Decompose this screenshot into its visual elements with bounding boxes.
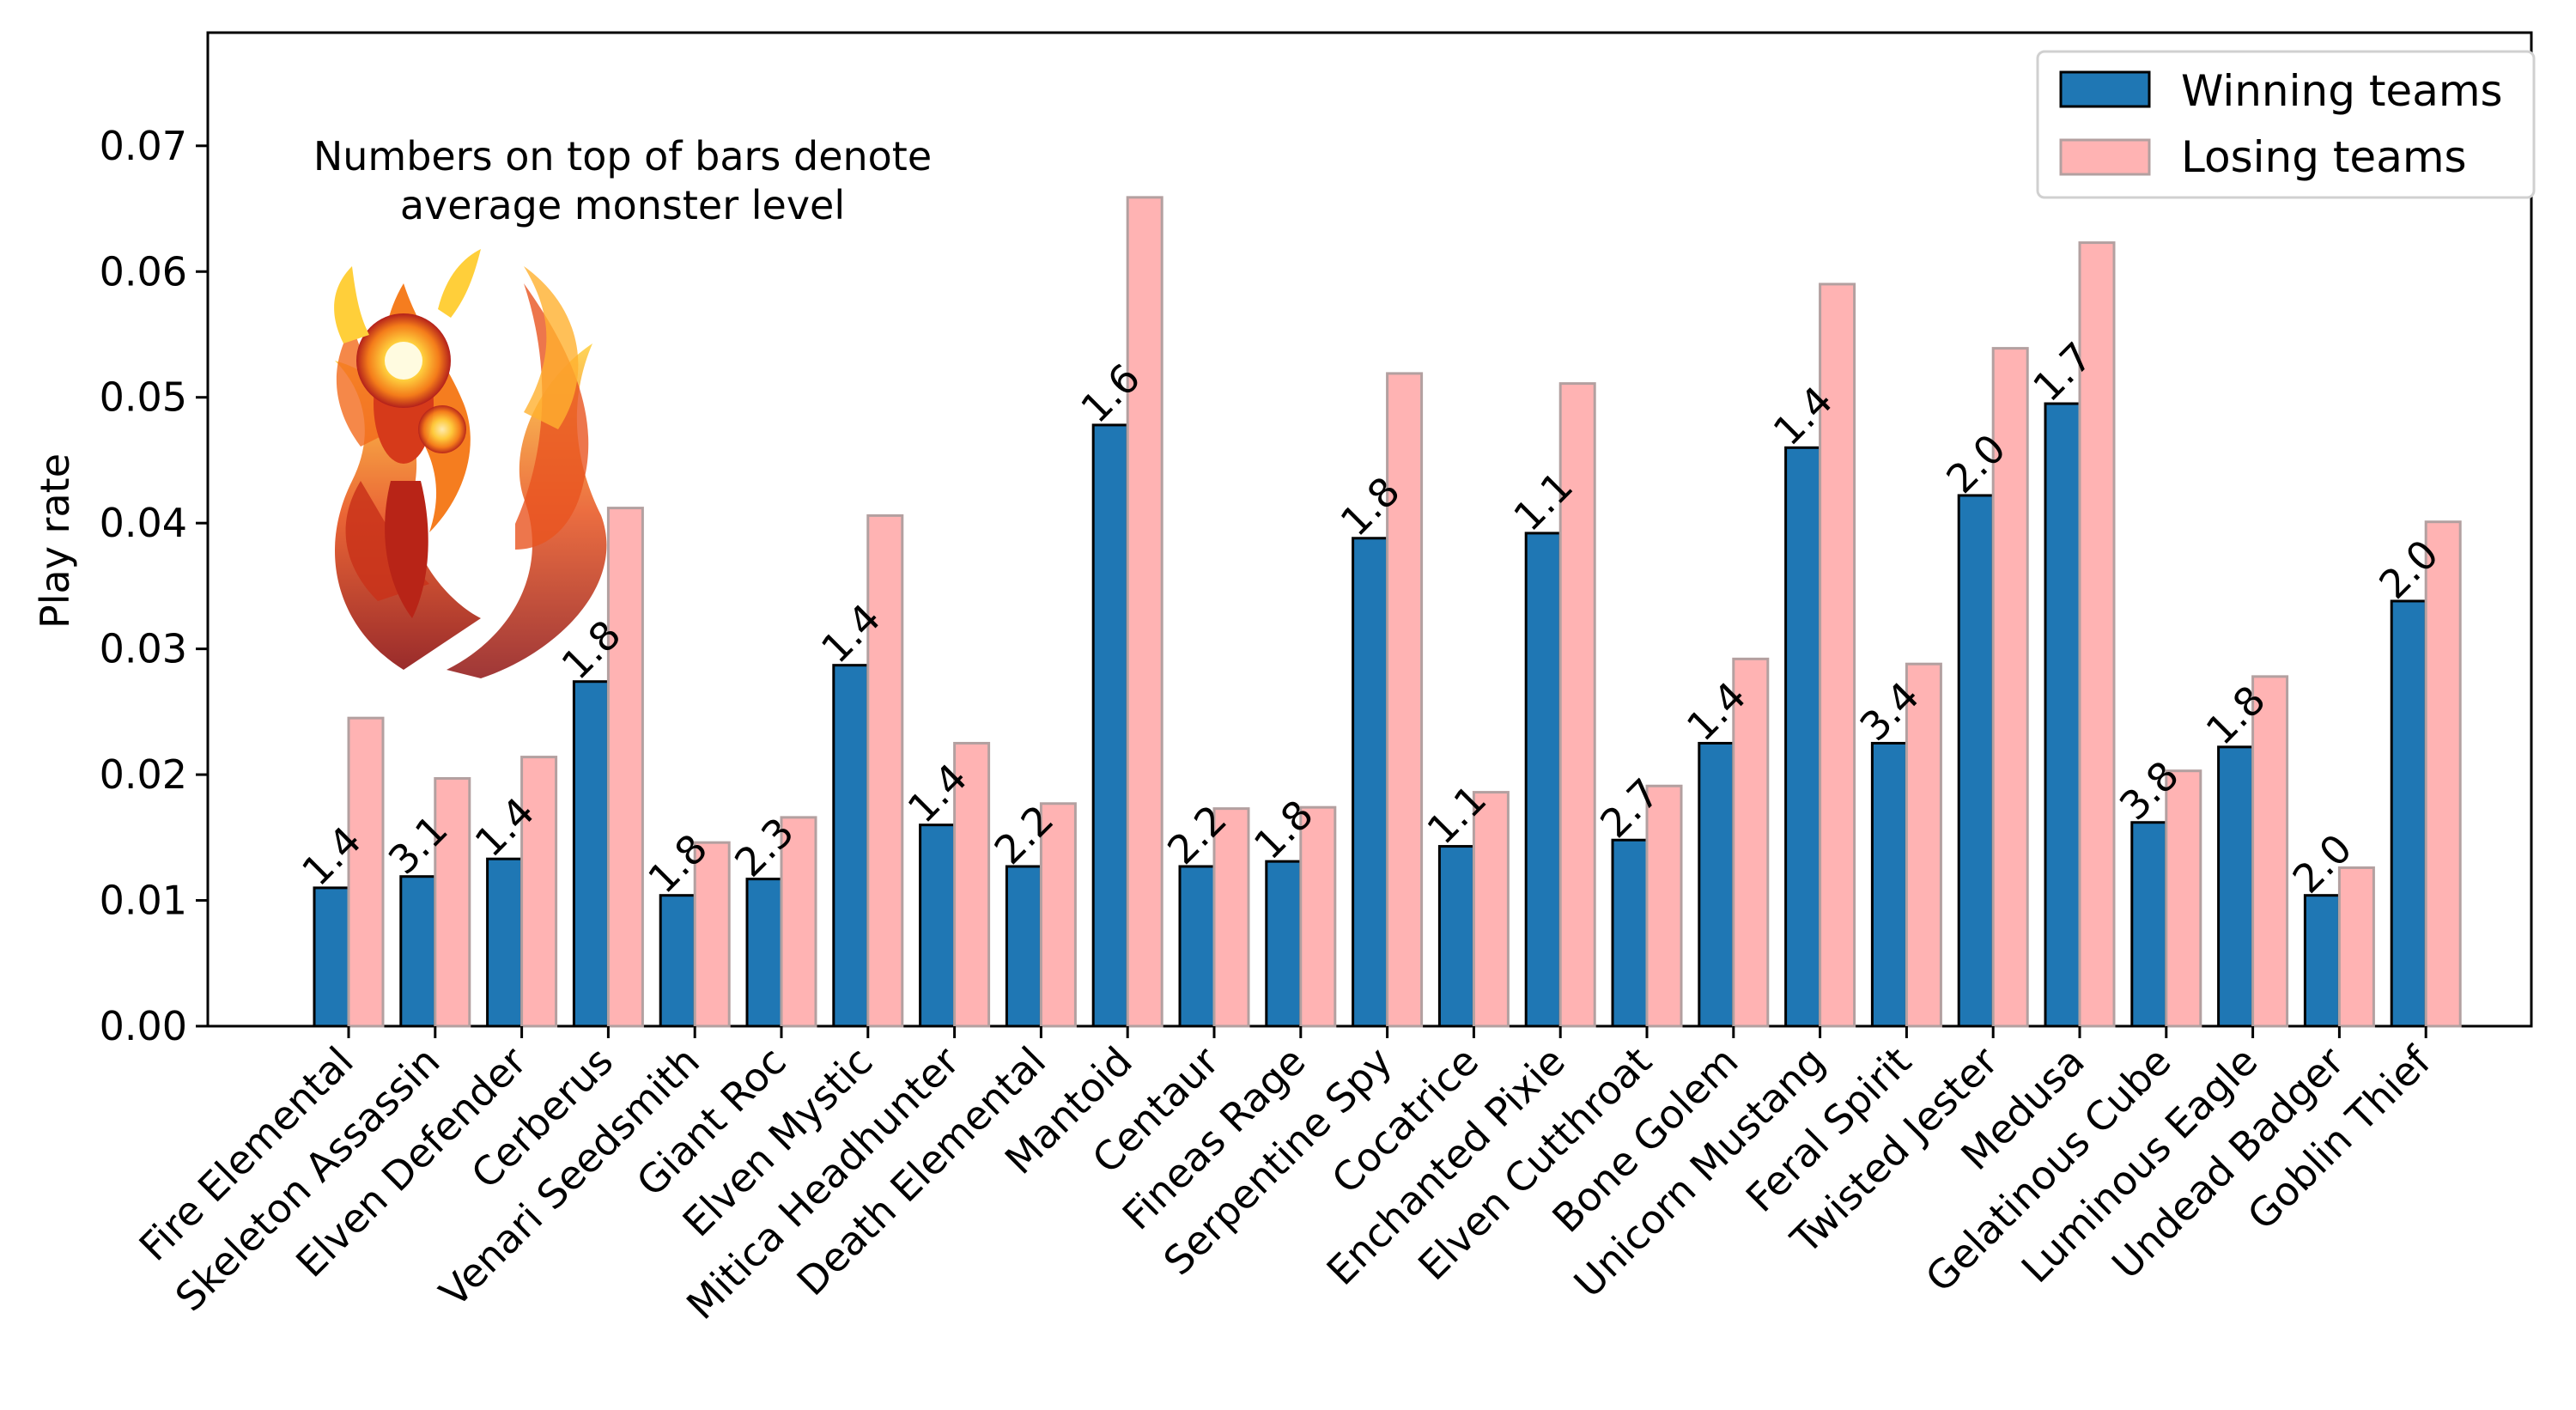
bar-winning: [2130, 821, 2168, 1028]
bar-losing: [2165, 769, 2202, 1028]
bar-losing: [2078, 241, 2116, 1028]
bar-winning: [1784, 446, 1822, 1028]
bar-losing: [1212, 807, 1250, 1028]
bar-winning: [1870, 741, 1908, 1028]
fire-phoenix-image: [334, 249, 607, 678]
y-tick-label: 0.05: [100, 374, 187, 421]
bar-losing: [1039, 802, 1077, 1028]
legend-label-losing: Losing teams: [2181, 132, 2467, 182]
bar-losing: [2251, 675, 2289, 1028]
bar-losing: [1386, 372, 1424, 1028]
bar-losing: [520, 756, 558, 1028]
bar-losing: [434, 776, 471, 1028]
bar-winning: [1352, 537, 1389, 1028]
bar-winning: [1091, 423, 1129, 1028]
bar-winning: [1957, 494, 1995, 1028]
y-ticks-group: 0.00 0.01 0.02 0.03 0.04 0.05 0.06 0.07: [100, 123, 208, 1049]
bar-winning: [832, 664, 870, 1028]
bar-losing: [1126, 196, 1163, 1028]
bar-losing: [1472, 791, 1510, 1028]
bar-winning: [1265, 860, 1303, 1028]
bar-losing: [953, 741, 991, 1028]
y-tick-label: 0.02: [100, 751, 187, 798]
bar-winning: [399, 875, 437, 1028]
bar-winning: [2044, 402, 2081, 1028]
losing-bars-group: [347, 196, 2462, 1028]
bar-winning: [313, 886, 350, 1028]
bar-winning: [745, 878, 783, 1028]
bar-losing: [1558, 382, 1596, 1028]
bar-losing: [1299, 805, 1337, 1028]
y-tick-label: 0.03: [100, 626, 187, 672]
bar-winning: [2390, 599, 2427, 1028]
legend-label-winning: Winning teams: [2181, 66, 2503, 116]
y-tick-label: 0.06: [100, 248, 187, 295]
bar-losing: [606, 507, 644, 1028]
bar-winning: [1437, 845, 1475, 1028]
bar-winning: [2303, 894, 2341, 1028]
bar-winning: [1611, 838, 1649, 1028]
bar-winning: [919, 824, 957, 1028]
bar-losing: [1819, 283, 1856, 1028]
annotation: Numbers on top of bars denote average mo…: [313, 133, 932, 228]
y-tick-label: 0.07: [100, 123, 187, 169]
y-axis-label: Play rate: [32, 453, 78, 629]
bar-winning: [1524, 532, 1562, 1028]
bar-winning: [1178, 865, 1216, 1028]
annotation-line-2: average monster level: [400, 182, 845, 228]
y-tick-label: 0.00: [100, 1003, 187, 1049]
bar-winning: [1698, 741, 1735, 1028]
annotation-line-1: Numbers on top of bars denote: [313, 133, 932, 179]
bar-losing: [2424, 520, 2462, 1028]
bar-winning: [659, 894, 696, 1028]
legend-frame: [2036, 50, 2536, 199]
bar-losing: [1732, 657, 1770, 1028]
legend-swatch-winning: [2059, 70, 2151, 108]
bar-winning: [2217, 745, 2255, 1028]
y-tick-label: 0.01: [100, 878, 187, 924]
bar-winning: [486, 857, 524, 1028]
y-tick-label: 0.04: [100, 500, 187, 546]
bar-losing: [693, 841, 731, 1028]
bar-losing: [1645, 784, 1683, 1028]
bar-winning: [1005, 865, 1042, 1028]
bar-losing: [1905, 662, 1942, 1028]
bar-losing: [2337, 866, 2375, 1028]
bar-losing: [780, 816, 817, 1028]
legend-swatch-losing: [2059, 138, 2151, 176]
bar-winning: [572, 680, 610, 1028]
winning-bars-group: [313, 402, 2427, 1028]
bar-losing: [866, 514, 904, 1028]
legend: Winning teams Losing teams: [2036, 50, 2536, 199]
bar-losing: [347, 716, 385, 1028]
bar-losing: [1991, 347, 2029, 1028]
